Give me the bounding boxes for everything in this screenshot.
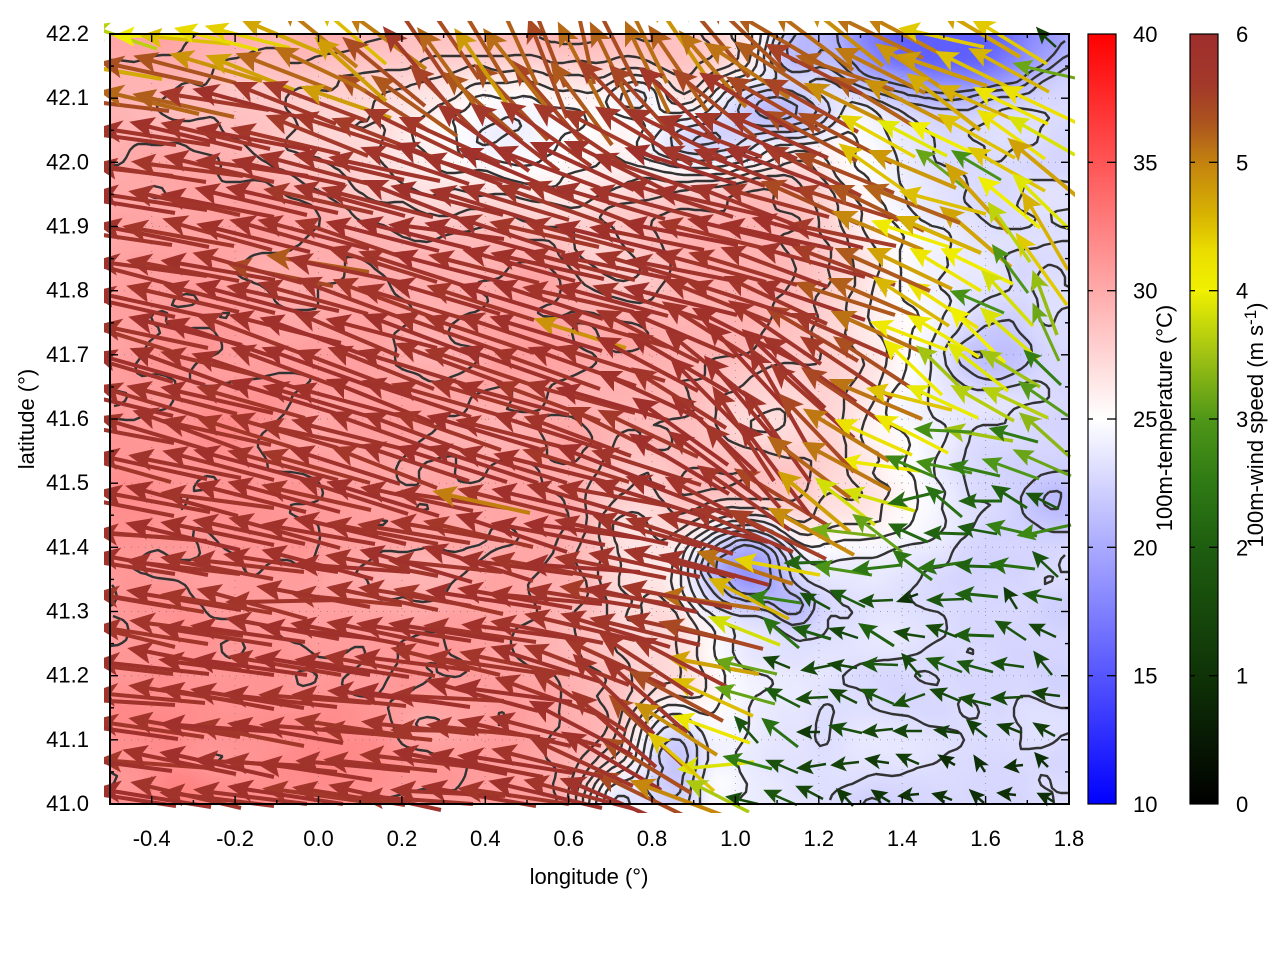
svg-text:1.0: 1.0 [720, 826, 751, 851]
svg-text:6: 6 [1236, 22, 1248, 47]
svg-text:1.8: 1.8 [1054, 826, 1085, 851]
svg-text:40: 40 [1133, 22, 1157, 47]
svg-text:0: 0 [1236, 792, 1248, 817]
svg-text:-0.2: -0.2 [216, 826, 254, 851]
svg-text:3: 3 [1236, 407, 1248, 432]
svg-text:0.2: 0.2 [387, 826, 418, 851]
svg-text:30: 30 [1133, 279, 1157, 304]
svg-text:100m-wind speed (m s-1): 100m-wind speed (m s-1) [1241, 303, 1268, 548]
svg-text:0.6: 0.6 [553, 826, 584, 851]
svg-text:41.3: 41.3 [46, 599, 89, 624]
svg-text:longitude (°): longitude (°) [530, 864, 649, 889]
svg-text:0.0: 0.0 [303, 826, 334, 851]
svg-text:42.2: 42.2 [46, 21, 89, 46]
svg-text:41.6: 41.6 [46, 406, 89, 431]
svg-text:0.8: 0.8 [637, 826, 668, 851]
svg-text:41.7: 41.7 [46, 342, 89, 367]
svg-text:1.4: 1.4 [887, 826, 918, 851]
svg-text:100m-temperature (°C): 100m-temperature (°C) [1152, 305, 1177, 531]
svg-text:35: 35 [1133, 150, 1157, 175]
svg-text:41.9: 41.9 [46, 214, 89, 239]
svg-text:0.4: 0.4 [470, 826, 501, 851]
svg-text:latitude (°): latitude (°) [14, 369, 39, 470]
svg-text:-0.4: -0.4 [133, 826, 171, 851]
svg-text:41.8: 41.8 [46, 278, 89, 303]
svg-text:15: 15 [1133, 664, 1157, 689]
svg-text:2: 2 [1236, 535, 1248, 560]
svg-text:41.2: 41.2 [46, 663, 89, 688]
svg-text:1.6: 1.6 [970, 826, 1001, 851]
svg-text:10: 10 [1133, 792, 1157, 817]
svg-text:41.4: 41.4 [46, 534, 89, 559]
svg-text:41.5: 41.5 [46, 470, 89, 495]
svg-text:20: 20 [1133, 535, 1157, 560]
svg-text:41.0: 41.0 [46, 791, 89, 816]
svg-text:25: 25 [1133, 407, 1157, 432]
svg-text:5: 5 [1236, 150, 1248, 175]
svg-text:42.1: 42.1 [46, 85, 89, 110]
svg-text:1: 1 [1236, 664, 1248, 689]
svg-text:1.2: 1.2 [804, 826, 835, 851]
svg-text:4: 4 [1236, 279, 1248, 304]
svg-text:41.1: 41.1 [46, 727, 89, 752]
svg-text:42.0: 42.0 [46, 149, 89, 174]
